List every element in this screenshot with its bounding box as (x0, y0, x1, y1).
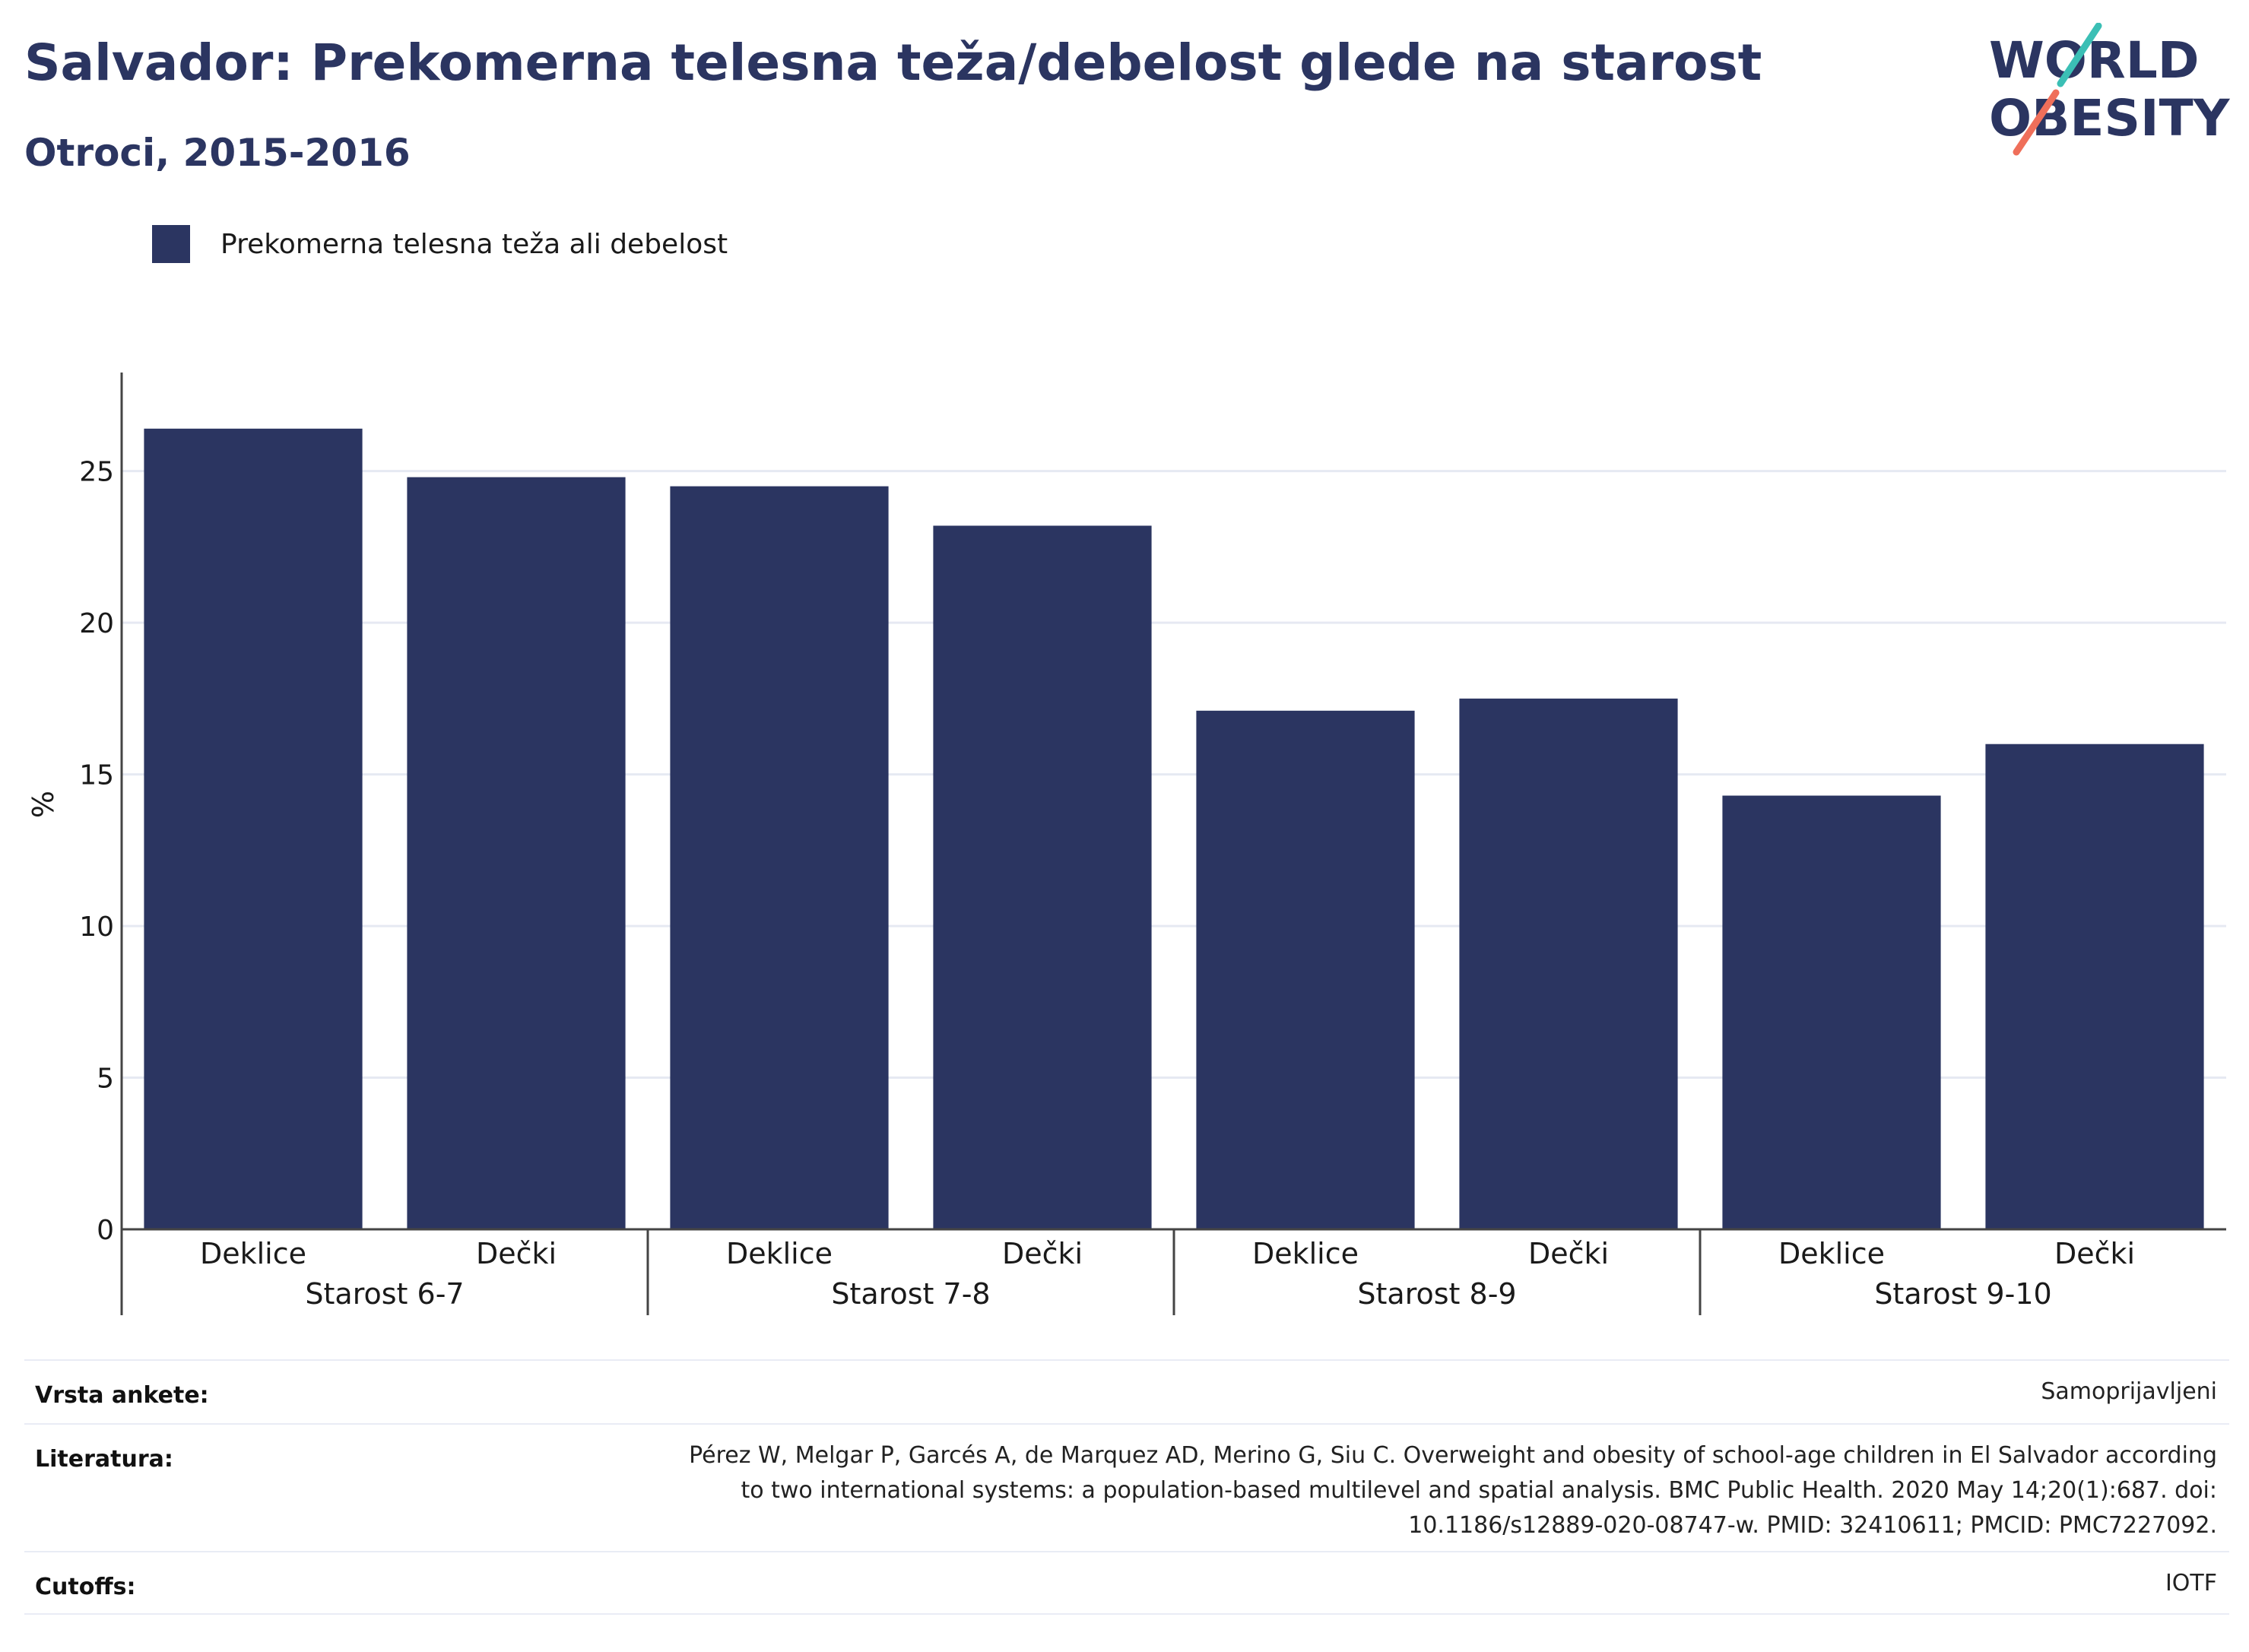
literature-label: Literatura: (35, 1446, 173, 1473)
x-tick-label: Deklice (1252, 1237, 1359, 1270)
y-tick-label: 10 (79, 912, 114, 943)
y-tick-label: 20 (79, 608, 114, 639)
bar (1459, 698, 1678, 1229)
bar (933, 525, 1152, 1229)
group-label: Starost 9-10 (1874, 1277, 2051, 1311)
x-tick-label: Dečki (1002, 1237, 1083, 1270)
bar (1985, 744, 2204, 1229)
group-label: Starost 8-9 (1357, 1277, 1516, 1311)
cutoffs-label: Cutoffs: (35, 1574, 136, 1600)
x-tick-label: Dečki (2054, 1237, 2135, 1270)
bar (1196, 710, 1415, 1229)
world-obesity-logo: WORLD OBESITY (1989, 23, 2231, 156)
x-tick-label: Dečki (1528, 1237, 1609, 1270)
x-tick-label: Deklice (200, 1237, 306, 1270)
x-tick-label: Deklice (726, 1237, 833, 1270)
x-tick-label: Deklice (1778, 1237, 1885, 1270)
legend-swatch (152, 225, 190, 263)
bar (144, 428, 363, 1229)
bar-chart: 0 5 10 15 20 25% Deklice Dečki Starost 6-7 Deklic… (27, 373, 2226, 1315)
group-label: Starost 6-7 (305, 1277, 464, 1311)
chart-subtitle: Otroci, 2015-2016 (24, 131, 411, 175)
literature-line: 10.1186/s12889-020-08747-w. PMID: 324106… (1408, 1512, 2217, 1539)
footer-divider (24, 1613, 2229, 1615)
legend-label: Prekomerna telesna teža ali debelost (220, 228, 728, 260)
literature-value: Pérez W, Melgar P, Garcés A, de Marquez … (689, 1438, 2217, 1543)
x-tick-label: Dečki (476, 1237, 557, 1270)
legend: Prekomerna telesna teža ali debelost (152, 225, 728, 263)
logo-slash-teal (2057, 23, 2102, 87)
logo-text-world: WORLD (1989, 31, 2200, 90)
survey-type-label: Vrsta ankete: (35, 1382, 209, 1409)
bar (1722, 795, 1941, 1229)
footer-divider (24, 1359, 2229, 1361)
y-tick-label: 0 (97, 1215, 114, 1246)
y-tick-label: 15 (79, 760, 114, 791)
y-tick-label: 5 (97, 1064, 114, 1095)
y-tick-label: 25 (79, 457, 114, 488)
footer-divider (24, 1551, 2229, 1552)
survey-type-value: Samoprijavljeni (2041, 1378, 2217, 1405)
literature-line: Pérez W, Melgar P, Garcés A, de Marquez … (689, 1442, 2217, 1469)
bar (407, 477, 626, 1229)
y-axis-label: % (27, 791, 60, 818)
logo-slash-coral (2013, 89, 2060, 156)
footer-divider (24, 1423, 2229, 1425)
cutoffs-value: IOTF (2165, 1570, 2217, 1597)
chart-title: Salvador: Prekomerna telesna teža/debelo… (24, 33, 1762, 92)
bar (670, 486, 889, 1229)
group-label: Starost 7-8 (831, 1277, 990, 1311)
literature-line: to two international systems: a populati… (741, 1477, 2217, 1504)
